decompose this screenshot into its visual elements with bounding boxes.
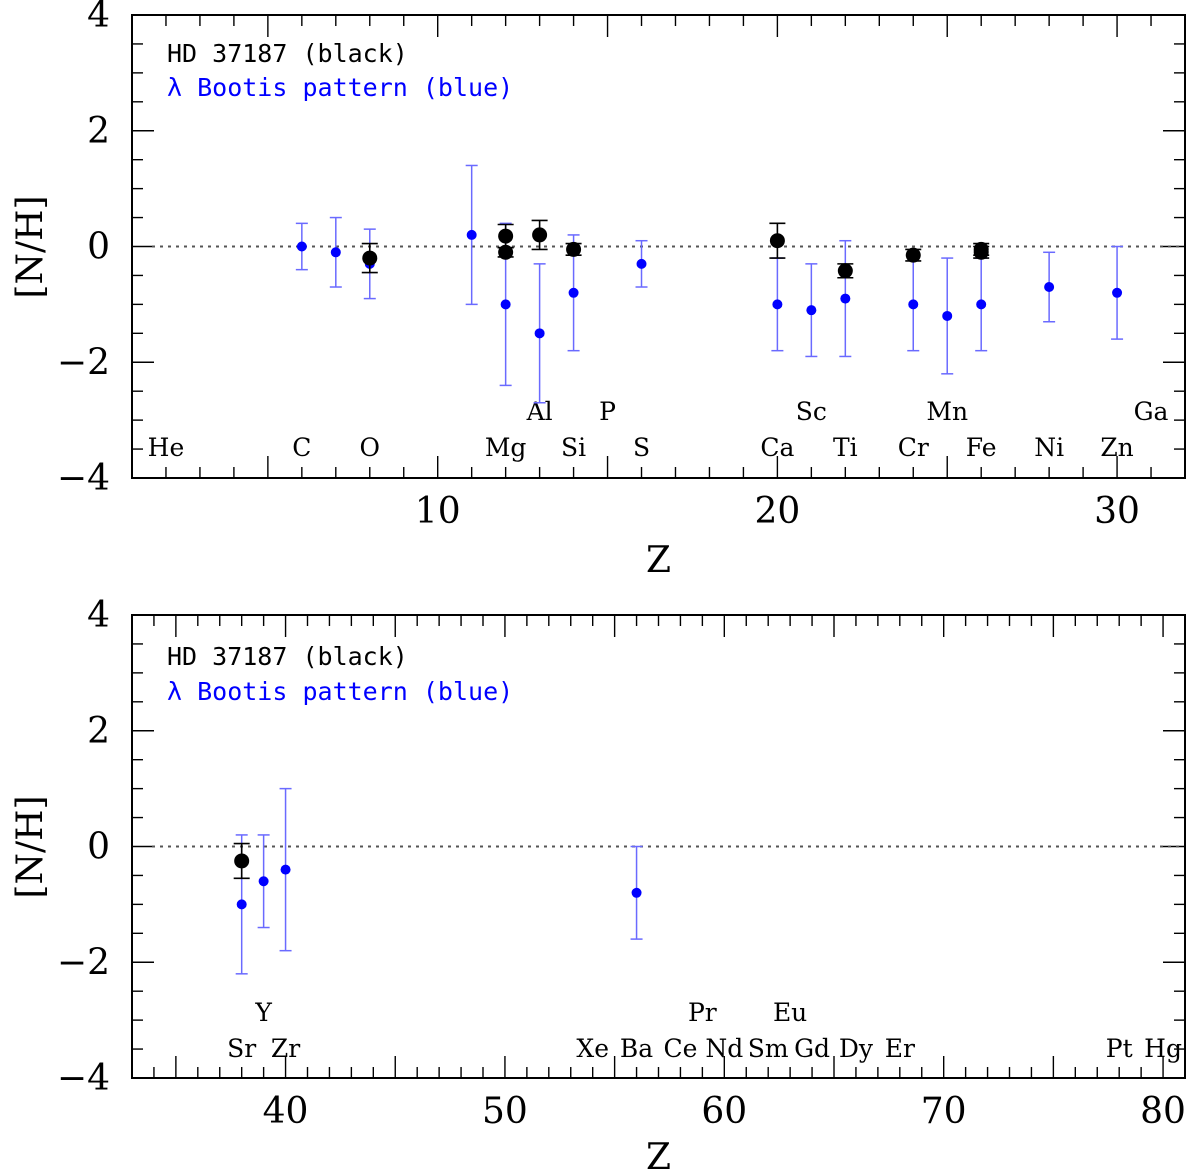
element-label: He bbox=[148, 433, 185, 462]
data-point-blue bbox=[840, 293, 851, 304]
series-hd37187 bbox=[361, 219, 990, 279]
data-point-black bbox=[973, 244, 989, 260]
element-label: Cr bbox=[898, 433, 929, 462]
element-label: Eu bbox=[773, 998, 807, 1027]
element-label: P bbox=[599, 397, 616, 426]
element-label: Y bbox=[254, 998, 272, 1027]
data-point-blue bbox=[330, 247, 341, 258]
x-tick-label: 70 bbox=[921, 1091, 967, 1132]
element-label: Ga bbox=[1134, 397, 1169, 426]
element-label: C bbox=[292, 433, 311, 462]
data-point-blue bbox=[258, 876, 269, 887]
data-point-blue bbox=[466, 229, 477, 240]
element-label: Ce bbox=[663, 1034, 697, 1063]
x-axis-title: Z bbox=[646, 1137, 671, 1171]
element-label: Mg bbox=[485, 433, 527, 462]
series-lambda-bootis bbox=[295, 164, 1124, 404]
y-tick-label: 2 bbox=[87, 111, 110, 152]
x-tick-label: 50 bbox=[482, 1091, 528, 1132]
data-point-black bbox=[566, 241, 582, 257]
element-label: Pt bbox=[1106, 1034, 1133, 1063]
element-label: Dy bbox=[839, 1034, 874, 1063]
data-point-black bbox=[498, 228, 514, 244]
data-point-black bbox=[905, 247, 921, 263]
panel-bottom: 40 50 60 70 80 4 2 0 −2 −4 Z [N/H] HD 37187 (black) λ… bbox=[10, 595, 1186, 1171]
y-tick-label: 4 bbox=[87, 0, 110, 36]
element-label: Ni bbox=[1034, 433, 1064, 462]
y-tick-label: −2 bbox=[57, 342, 110, 383]
data-point-blue bbox=[636, 258, 647, 269]
data-point-blue bbox=[236, 899, 247, 910]
data-point-blue bbox=[568, 287, 579, 298]
element-label: Zn bbox=[1100, 433, 1133, 462]
element-label: Sm bbox=[748, 1034, 789, 1063]
x-tick-label: 20 bbox=[754, 491, 800, 532]
data-point-black bbox=[498, 244, 514, 260]
data-point-blue bbox=[280, 864, 291, 875]
data-point-black bbox=[837, 263, 853, 279]
y-tick-label: 4 bbox=[87, 595, 110, 636]
y-tick-label: 0 bbox=[87, 227, 110, 268]
element-label: Ba bbox=[620, 1034, 653, 1063]
y-tick-label: 0 bbox=[87, 827, 110, 868]
y-tick-label: −2 bbox=[57, 942, 110, 983]
data-point-blue bbox=[1112, 287, 1123, 298]
element-label: O bbox=[360, 433, 381, 462]
y-tick-label: 2 bbox=[87, 711, 110, 752]
x-tick-label: 80 bbox=[1140, 1091, 1186, 1132]
element-label: Pr bbox=[688, 998, 717, 1027]
data-point-blue bbox=[534, 328, 545, 339]
y-tick-label: −4 bbox=[57, 1058, 110, 1099]
y-axis-title: [N/H] bbox=[10, 195, 51, 298]
data-point-black bbox=[769, 233, 785, 249]
data-point-black bbox=[532, 227, 548, 243]
series-lambda-bootis bbox=[235, 787, 643, 975]
element-label: Ti bbox=[833, 433, 858, 462]
data-point-blue bbox=[908, 299, 919, 310]
element-label: Si bbox=[561, 433, 586, 462]
element-label: Ca bbox=[760, 433, 794, 462]
element-label: Sc bbox=[796, 397, 827, 426]
data-point-blue bbox=[942, 310, 953, 321]
y-tick-label: −4 bbox=[57, 458, 110, 499]
data-point-blue bbox=[1044, 282, 1055, 293]
x-tick-label: 40 bbox=[263, 1091, 309, 1132]
element-label: Gd bbox=[794, 1034, 830, 1063]
element-label: Zr bbox=[271, 1034, 300, 1063]
x-tick-label: 10 bbox=[415, 491, 461, 532]
element-label: S bbox=[633, 433, 650, 462]
series-hd37187 bbox=[233, 842, 250, 880]
element-label: Fe bbox=[966, 433, 997, 462]
x-axis-title: Z bbox=[646, 540, 671, 581]
data-point-blue bbox=[976, 299, 987, 310]
x-tick-label: 60 bbox=[701, 1091, 747, 1132]
data-point-blue bbox=[772, 299, 783, 310]
legend-hd37187: HD 37187 (black) bbox=[167, 642, 408, 671]
data-point-blue bbox=[631, 887, 642, 898]
data-point-black bbox=[362, 250, 378, 266]
element-label: Hg bbox=[1144, 1034, 1182, 1063]
y-axis-title: [N/H] bbox=[10, 795, 51, 898]
element-label: Er bbox=[885, 1034, 915, 1063]
element-label: Mn bbox=[926, 397, 968, 426]
data-point-blue bbox=[806, 305, 817, 316]
data-point-black bbox=[234, 853, 250, 869]
element-label: Sr bbox=[227, 1034, 256, 1063]
data-point-blue bbox=[500, 299, 511, 310]
legend-lambda-bootis: λ Bootis pattern (blue) bbox=[167, 677, 513, 706]
element-label: Xe bbox=[576, 1034, 609, 1063]
element-label: Nd bbox=[705, 1034, 743, 1063]
data-point-blue bbox=[296, 241, 307, 252]
legend-lambda-bootis: λ Bootis pattern (blue) bbox=[167, 73, 513, 102]
x-tick-label: 30 bbox=[1094, 491, 1140, 532]
legend-hd37187: HD 37187 (black) bbox=[167, 39, 408, 68]
